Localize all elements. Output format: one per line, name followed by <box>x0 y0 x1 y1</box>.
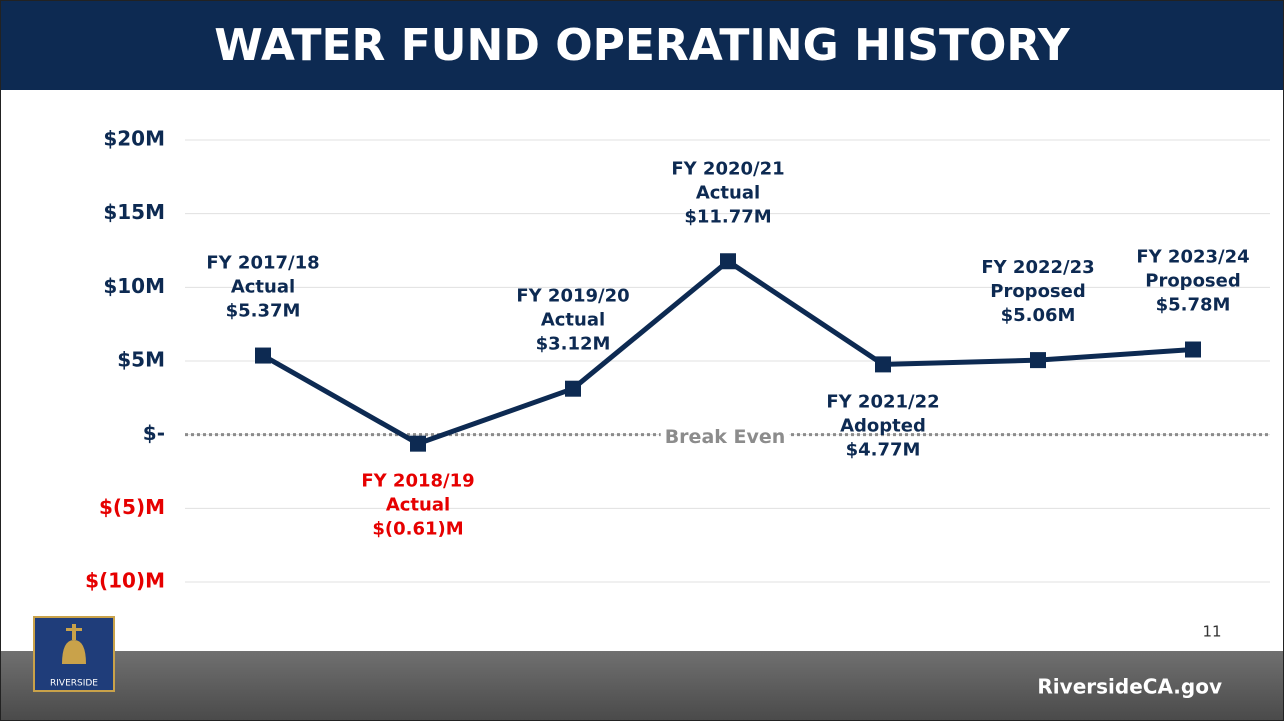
data-label: $4.77M <box>846 439 921 460</box>
logo-text: RIVERSIDE <box>50 679 98 689</box>
marker <box>410 435 426 452</box>
data-label: $5.78M <box>1156 295 1231 316</box>
data-label: FY 2019/20 <box>516 286 629 307</box>
logo-cross <box>72 624 76 640</box>
marker <box>1185 341 1201 358</box>
data-label: FY 2017/18 <box>206 253 319 274</box>
marker <box>875 356 891 373</box>
chart-title: WATER FUND OPERATING HISTORY <box>214 20 1071 71</box>
page-number: 11 <box>1202 623 1221 641</box>
y-tick-label: $15M <box>103 200 165 224</box>
footer-band <box>0 651 1284 721</box>
logo-bell <box>62 640 86 664</box>
logo-cross-bar <box>66 628 82 631</box>
break-even-label: Break Even <box>665 426 786 448</box>
marker <box>255 347 271 364</box>
data-label: Proposed <box>990 281 1086 302</box>
data-label: Actual <box>386 495 450 516</box>
data-label: Actual <box>696 182 760 203</box>
y-tick-label: $10M <box>103 274 165 298</box>
data-label: Adopted <box>840 415 926 436</box>
y-tick-label: $(5)M <box>99 495 165 519</box>
data-label: FY 2022/23 <box>981 257 1094 278</box>
data-label: $11.77M <box>684 206 771 227</box>
data-label: Actual <box>231 277 295 298</box>
y-tick-label: $- <box>143 421 165 445</box>
header-band <box>0 0 1284 90</box>
data-label: Proposed <box>1145 271 1241 292</box>
data-label: FY 2021/22 <box>826 391 939 412</box>
data-label: Actual <box>541 310 605 331</box>
data-label: $5.06M <box>1001 305 1076 326</box>
y-tick-label: $20M <box>103 127 165 151</box>
data-label: FY 2020/21 <box>671 158 784 179</box>
break-even-bg <box>660 426 790 449</box>
data-label: $(0.61)M <box>372 519 463 540</box>
y-tick-label: $(10)M <box>85 569 165 593</box>
data-label: $3.12M <box>536 334 611 355</box>
marker <box>720 253 736 270</box>
logo: RIVERSIDE <box>33 616 115 692</box>
data-label: FY 2018/19 <box>361 471 474 492</box>
marker <box>1030 352 1046 369</box>
data-label: FY 2023/24 <box>1136 247 1249 268</box>
marker <box>565 380 581 397</box>
y-tick-label: $5M <box>117 348 165 372</box>
website: RiversideCA.gov <box>1037 675 1222 699</box>
data-label: $5.37M <box>226 301 301 322</box>
